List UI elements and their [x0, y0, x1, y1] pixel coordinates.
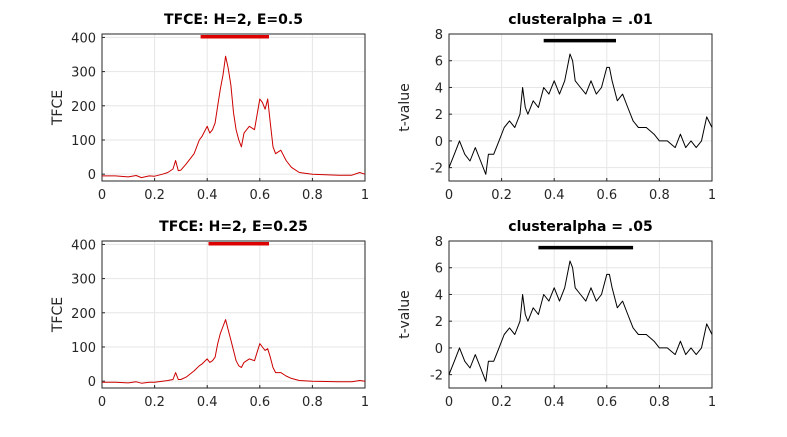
x-tick-label: 0.4 — [544, 188, 565, 203]
series-line — [102, 55, 366, 179]
series-line — [448, 260, 713, 382]
x-tick-label: 0.8 — [649, 395, 670, 410]
y-tick-label: 400 — [71, 238, 96, 253]
x-tick-label: 0.6 — [596, 188, 617, 203]
y-axis-label: TFCE — [50, 297, 66, 333]
x-tick-label: 1 — [708, 395, 716, 410]
x-tick-label: 1 — [361, 188, 369, 203]
x-tick-label: 0.8 — [302, 188, 323, 203]
x-tick-label: 0.2 — [491, 395, 512, 410]
y-tick-label: 400 — [71, 31, 96, 46]
x-tick-label: 1 — [361, 395, 369, 410]
x-tick-label: 0.4 — [544, 395, 565, 410]
x-tick-label: 0.2 — [144, 395, 165, 410]
x-tick-label: 0 — [98, 188, 106, 203]
x-tick-label: 0.4 — [197, 188, 218, 203]
y-tick-label: 4 — [435, 288, 443, 303]
y-axis-label: t-value — [397, 83, 413, 131]
axes-title: clusteralpha = .05 — [508, 219, 652, 235]
x-tick-label: 0 — [445, 188, 453, 203]
x-tick-label: 0 — [98, 395, 106, 410]
tfce-e05-panel: 0 0.2 0.4 0.6 0.8 1 0 100 200 300 400 TFCE: H=2, E=… — [50, 12, 369, 203]
axes-title: TFCE: H=2, E=0.5 — [164, 12, 303, 28]
x-tick-label: 0.2 — [491, 188, 512, 203]
y-tick-label: 100 — [71, 134, 96, 149]
axes-frame — [448, 33, 713, 182]
x-tick-label: 0.2 — [144, 188, 165, 203]
y-tick-label: 8 — [435, 235, 443, 250]
x-tick-label: 0.8 — [649, 188, 670, 203]
x-tick-label: 1 — [708, 188, 716, 203]
y-tick-label: 2 — [435, 108, 443, 123]
x-tick-label: 0.4 — [197, 395, 218, 410]
series-line — [102, 319, 366, 384]
series-line — [448, 53, 713, 175]
y-tick-label: 8 — [435, 28, 443, 43]
y-tick-label: 200 — [71, 100, 96, 115]
y-tick-label: 2 — [435, 315, 443, 330]
x-tick-label: 0.6 — [249, 395, 270, 410]
axes-title: clusteralpha = .01 — [508, 12, 652, 28]
y-tick-label: -2 — [430, 369, 443, 384]
x-tick-label: 0.6 — [596, 395, 617, 410]
y-tick-label: 300 — [71, 273, 96, 288]
y-tick-label: 300 — [71, 66, 96, 81]
axes-frame — [101, 240, 366, 389]
axes-title: TFCE: H=2, E=0.25 — [159, 219, 308, 235]
y-tick-label: 100 — [71, 341, 96, 356]
y-tick-label: 0 — [435, 135, 443, 150]
tfce-e025-panel: 0 0.2 0.4 0.6 0.8 1 0 100 200 300 400 TFCE: H=2, E=… — [50, 219, 369, 410]
y-tick-label: -2 — [430, 162, 443, 177]
axes-frame — [448, 240, 713, 389]
x-tick-label: 0.8 — [302, 395, 323, 410]
x-tick-label: 0.6 — [249, 188, 270, 203]
y-axis-label: TFCE — [50, 90, 66, 126]
y-tick-label: 0 — [88, 375, 96, 390]
x-tick-label: 0 — [445, 395, 453, 410]
y-tick-label: 0 — [88, 168, 96, 183]
axes-frame — [101, 33, 366, 182]
y-tick-label: 6 — [435, 55, 443, 70]
y-tick-label: 4 — [435, 81, 443, 96]
y-axis-label: t-value — [397, 290, 413, 338]
y-tick-label: 200 — [71, 307, 96, 322]
y-tick-label: 0 — [435, 342, 443, 357]
y-tick-label: 6 — [435, 262, 443, 277]
